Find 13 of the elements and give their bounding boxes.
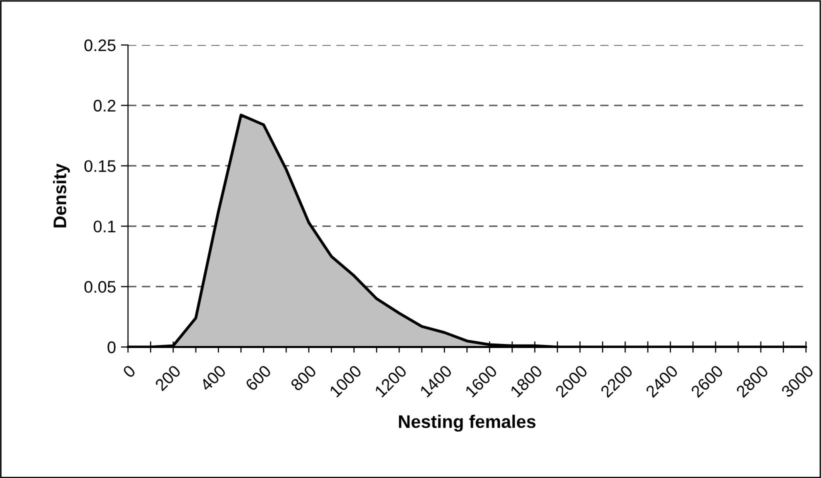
y-tick-label: 0: [108, 341, 116, 354]
x-tick-label: 400: [199, 364, 227, 392]
y-axis-title: Density: [53, 163, 70, 228]
x-tick-label: 800: [290, 364, 317, 392]
y-tick-label: 0.25: [84, 39, 116, 52]
x-tick-label: 200: [154, 364, 182, 392]
y-tick-label: 0.15: [84, 160, 116, 172]
y-tick-label: 0.05: [84, 281, 116, 293]
x-tick-label: 0: [122, 364, 136, 378]
x-tick-label: 600: [244, 364, 272, 392]
y-tick-label: 0.2: [94, 100, 116, 112]
y-tick-label: 0.1: [94, 220, 116, 232]
x-axis-title: Nesting females: [398, 414, 536, 432]
